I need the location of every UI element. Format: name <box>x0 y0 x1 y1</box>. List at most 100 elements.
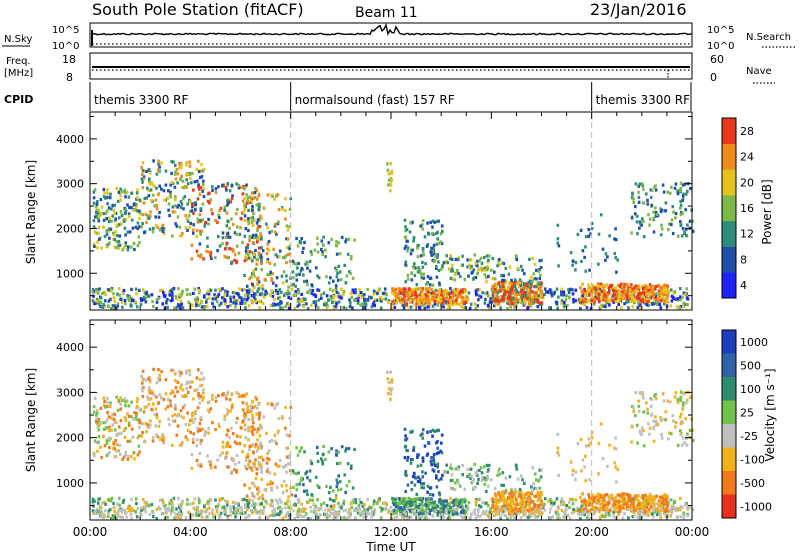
velocity-cell <box>152 393 156 397</box>
velocity-cell <box>560 497 564 501</box>
power-cell <box>682 192 685 196</box>
velocity-cell <box>336 488 340 492</box>
power-cell <box>244 255 247 259</box>
power-cell <box>98 287 101 291</box>
velocity-cell <box>467 501 471 505</box>
power-cell <box>641 284 645 288</box>
power-cell <box>588 286 591 290</box>
power-cell <box>585 290 588 294</box>
power-cell <box>98 237 101 241</box>
power-cell <box>212 305 215 309</box>
power-cell <box>426 243 430 247</box>
velocity-cell <box>261 497 265 501</box>
power-cell <box>201 189 204 193</box>
power-cell <box>258 234 262 238</box>
power-cell <box>214 297 217 301</box>
velocity-cell <box>415 492 419 496</box>
power-cell <box>316 288 319 292</box>
velocity-cell <box>229 509 233 513</box>
power-cell <box>169 193 172 197</box>
power-cell <box>652 216 655 220</box>
power-cell <box>684 192 688 196</box>
power-cell <box>548 306 551 310</box>
power-cell <box>438 290 441 294</box>
power-cell <box>604 300 608 304</box>
power-cell <box>684 233 688 237</box>
power-cell <box>241 199 245 203</box>
velocity-cell <box>452 509 456 513</box>
velocity-cell <box>131 435 135 439</box>
velocity-cell <box>105 454 109 458</box>
power-cell <box>124 233 127 237</box>
power-cell <box>420 300 423 304</box>
power-cell <box>613 237 616 241</box>
power-cell <box>266 226 269 230</box>
velocity-cell <box>353 447 356 451</box>
velocity-cell <box>104 420 108 424</box>
power-cell <box>225 188 228 192</box>
power-cell <box>614 256 617 260</box>
power-cell <box>260 246 263 250</box>
velocity-cell <box>281 516 285 520</box>
velocity-cell <box>257 490 261 494</box>
power-cell <box>361 306 365 310</box>
velocity-cell <box>163 504 166 508</box>
power-cell <box>572 259 575 263</box>
power-cell <box>594 292 597 297</box>
velocity-cell <box>260 477 263 481</box>
power-cell <box>191 205 194 209</box>
velocity-cell <box>556 516 559 520</box>
velocity-cell <box>189 502 192 506</box>
power-cell <box>275 194 278 198</box>
power-cell <box>251 241 255 245</box>
power-cell <box>581 249 585 253</box>
velocity-cell <box>244 436 248 440</box>
power-cell <box>223 292 227 296</box>
power-cell <box>155 203 159 208</box>
velocity-cell <box>224 445 228 449</box>
velocity-cell <box>303 450 306 454</box>
power-cell <box>103 291 106 295</box>
velocity-cell <box>439 449 442 453</box>
power-cell <box>448 307 452 311</box>
power-cell <box>130 191 134 195</box>
velocity-cell <box>97 440 100 444</box>
velocity-cell <box>440 441 443 445</box>
power-cell <box>568 295 571 299</box>
power-cell <box>266 242 269 246</box>
velocity-cell <box>302 483 305 487</box>
power-cell <box>508 282 511 286</box>
power-cell <box>403 236 407 240</box>
velocity-cell <box>205 501 209 505</box>
power-cell <box>257 225 260 229</box>
power-cell <box>118 243 122 247</box>
power-cell <box>158 210 161 214</box>
velocity-cell <box>574 509 578 513</box>
power-cell <box>606 293 610 297</box>
velocity-cell <box>195 514 198 518</box>
velocity-cell <box>95 417 98 421</box>
power-cell <box>513 284 517 288</box>
power-cell <box>485 276 488 280</box>
power-cell <box>235 232 239 236</box>
power-cell <box>251 301 254 305</box>
power-cell <box>257 251 261 255</box>
power-cell <box>179 294 183 298</box>
velocity-cell <box>250 444 254 448</box>
velocity-cell <box>243 394 247 399</box>
power-cell <box>138 209 141 213</box>
power-cell <box>107 227 111 231</box>
velocity-cell <box>269 480 272 484</box>
velocity-cell <box>136 405 139 409</box>
power-cell <box>160 227 163 231</box>
power-cell <box>253 292 256 296</box>
velocity-cell <box>492 514 496 518</box>
velocity-cell <box>107 498 111 502</box>
velocity-cell <box>151 391 154 395</box>
power-cell <box>197 185 200 189</box>
power-cell <box>504 279 508 283</box>
power-cell <box>302 299 306 303</box>
power-cell <box>298 272 301 276</box>
power-cell <box>560 287 564 291</box>
velocity-cell <box>246 405 250 409</box>
